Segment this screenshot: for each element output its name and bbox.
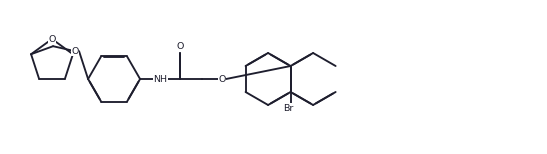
Text: O: O <box>218 75 226 83</box>
Text: O: O <box>176 41 184 51</box>
Text: NH: NH <box>153 75 167 83</box>
Text: O: O <box>72 47 79 56</box>
Text: Br: Br <box>283 103 294 113</box>
Text: O: O <box>48 34 56 43</box>
